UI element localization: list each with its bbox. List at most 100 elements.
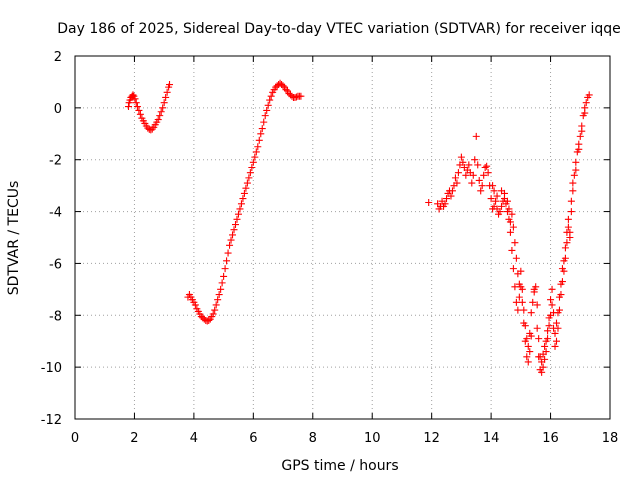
x-tick-label: 14 bbox=[483, 431, 500, 446]
data-point bbox=[237, 200, 245, 208]
data-point bbox=[548, 301, 556, 309]
x-tick-label: 6 bbox=[249, 431, 257, 446]
data-point bbox=[258, 125, 266, 133]
data-point bbox=[462, 171, 470, 179]
data-point bbox=[570, 171, 578, 179]
data-point bbox=[454, 169, 462, 177]
data-point bbox=[441, 200, 449, 208]
data-point bbox=[205, 316, 213, 324]
data-point bbox=[475, 176, 483, 184]
data-point bbox=[248, 163, 256, 171]
data-point bbox=[478, 182, 486, 190]
data-point bbox=[221, 265, 229, 273]
data-point bbox=[226, 241, 234, 249]
data-point bbox=[515, 293, 523, 301]
data-point bbox=[425, 198, 433, 206]
data-point bbox=[533, 324, 541, 332]
data-point bbox=[567, 208, 575, 216]
data-point bbox=[154, 116, 162, 124]
data-point bbox=[569, 187, 577, 195]
data-point bbox=[558, 265, 566, 273]
data-point bbox=[471, 156, 479, 164]
y-tick-label: 0 bbox=[54, 102, 62, 117]
data-point bbox=[160, 99, 168, 107]
data-point bbox=[557, 280, 565, 288]
data-point bbox=[551, 342, 559, 350]
data-point bbox=[544, 327, 552, 335]
data-point bbox=[555, 293, 563, 301]
data-point bbox=[560, 257, 568, 265]
data-point bbox=[517, 267, 525, 275]
y-tick-label: 2 bbox=[54, 50, 62, 65]
x-tick-label: 4 bbox=[190, 431, 198, 446]
data-point bbox=[252, 148, 260, 156]
data-point bbox=[477, 187, 485, 195]
data-point bbox=[459, 158, 467, 166]
data-point bbox=[263, 106, 271, 114]
data-point bbox=[545, 322, 553, 330]
y-tick-label: -10 bbox=[41, 361, 62, 376]
data-point bbox=[243, 179, 251, 187]
data-point bbox=[514, 306, 522, 314]
x-tick-label: 16 bbox=[542, 431, 559, 446]
data-point bbox=[509, 223, 517, 231]
data-points bbox=[125, 79, 593, 376]
x-tick-label: 10 bbox=[364, 431, 381, 446]
data-point bbox=[506, 228, 514, 236]
data-point bbox=[492, 197, 500, 205]
x-axis-label: GPS time / hours bbox=[281, 458, 398, 474]
y-axis-label: SDTVAR / TECUs bbox=[6, 181, 22, 296]
data-point bbox=[292, 93, 300, 101]
data-point bbox=[251, 153, 259, 161]
data-point bbox=[529, 298, 537, 306]
data-point bbox=[493, 192, 501, 200]
plot-frame bbox=[74, 55, 611, 420]
chart-title: Day 186 of 2025, Sidereal Day-to-day VTE… bbox=[57, 21, 621, 37]
data-point bbox=[572, 158, 580, 166]
data-point bbox=[217, 285, 225, 293]
data-point bbox=[245, 174, 253, 182]
data-point bbox=[539, 363, 547, 371]
data-point bbox=[131, 95, 139, 103]
data-point bbox=[581, 109, 589, 117]
data-point bbox=[576, 132, 584, 140]
data-point bbox=[246, 169, 254, 177]
data-point bbox=[545, 314, 553, 322]
data-point bbox=[249, 158, 257, 166]
data-point bbox=[220, 272, 228, 280]
data-point bbox=[566, 234, 574, 241]
data-point bbox=[535, 335, 543, 343]
data-point bbox=[527, 309, 535, 317]
data-point bbox=[518, 298, 526, 306]
data-point bbox=[526, 348, 534, 356]
data-point bbox=[481, 163, 489, 171]
data-point bbox=[483, 162, 491, 170]
data-point bbox=[484, 169, 492, 177]
data-point bbox=[523, 353, 531, 361]
data-point bbox=[191, 301, 199, 309]
data-point bbox=[533, 301, 541, 309]
data-point bbox=[261, 112, 269, 120]
data-point bbox=[133, 103, 141, 111]
data-point bbox=[448, 187, 456, 195]
data-point bbox=[554, 324, 562, 332]
data-point bbox=[521, 322, 529, 330]
data-point bbox=[512, 298, 520, 306]
data-point bbox=[223, 257, 231, 265]
data-point bbox=[480, 171, 488, 179]
data-point bbox=[214, 296, 222, 304]
data-point bbox=[240, 189, 248, 197]
data-point bbox=[547, 296, 555, 304]
data-point bbox=[215, 291, 223, 299]
data-point bbox=[511, 283, 519, 291]
data-point bbox=[530, 288, 538, 296]
data-point bbox=[229, 231, 237, 239]
data-point bbox=[508, 210, 516, 218]
data-point bbox=[453, 179, 461, 187]
x-tick-label: 8 bbox=[309, 431, 317, 446]
data-point bbox=[564, 215, 572, 223]
data-point bbox=[578, 127, 586, 135]
data-point bbox=[553, 337, 560, 345]
